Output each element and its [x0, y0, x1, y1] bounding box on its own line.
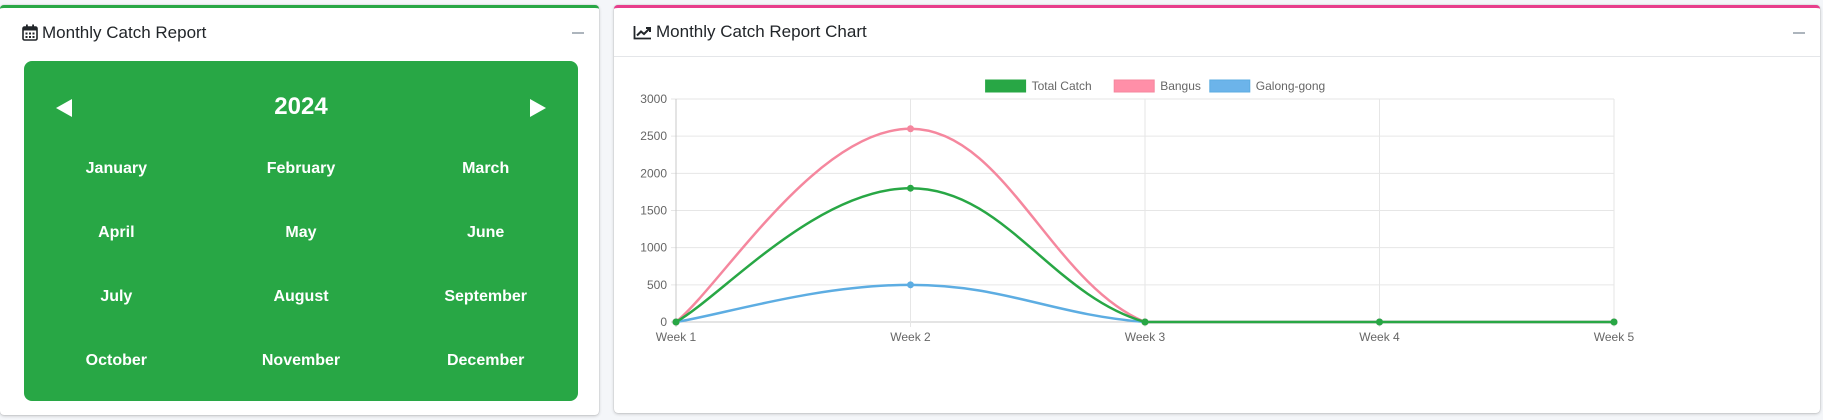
minus-icon [1793, 32, 1805, 34]
data-point[interactable] [1141, 318, 1149, 326]
calendar-card: Monthly Catch Report 2024 January Februa… [0, 5, 599, 415]
data-point[interactable] [907, 125, 914, 133]
legend-label[interactable]: Galong-gong [1256, 79, 1325, 93]
x-axis: Week 1 Week 2 Week 3 Week 4 Week 5 [656, 330, 1635, 344]
year-label: 2024 [274, 93, 328, 120]
month-picker: 2024 January February March April May Ju… [24, 61, 578, 401]
month-august[interactable]: August [273, 288, 329, 305]
y-tick-label: 500 [647, 278, 667, 292]
legend-swatch[interactable] [985, 79, 1027, 93]
y-tick-label: 2500 [640, 129, 667, 143]
y-tick-label: 1500 [640, 204, 667, 218]
month-january[interactable]: January [85, 160, 148, 177]
chart-card-title-text: Monthly Catch Report Chart [656, 22, 867, 41]
data-point[interactable] [1376, 318, 1383, 326]
chart-legend: Total Catch Bangus Galong-gong [985, 79, 1325, 93]
data-point[interactable] [907, 281, 914, 289]
next-year-button[interactable] [527, 97, 549, 119]
series-line [675, 186, 1614, 324]
chart-collapse-button[interactable] [1790, 24, 1808, 42]
y-tick-label: 0 [660, 315, 667, 329]
data-point[interactable] [672, 318, 680, 326]
x-tick-label: Week 3 [1125, 330, 1166, 344]
triangle-left-icon [56, 99, 72, 117]
triangle-right-icon [530, 99, 546, 117]
y-axis: 0 500 1000 1500 2000 2500 3000 [640, 92, 667, 329]
x-tick-label: Week 1 [656, 330, 697, 344]
month-october[interactable]: October [85, 352, 147, 369]
calendar-icon [22, 24, 38, 41]
x-tick-label: Week 5 [1594, 330, 1635, 344]
y-tick-label: 3000 [640, 92, 667, 106]
y-tick-label: 2000 [640, 166, 667, 180]
x-tick-label: Week 2 [890, 330, 931, 344]
legend-label[interactable]: Total Catch [1032, 79, 1092, 93]
month-june[interactable]: June [466, 224, 505, 241]
chart-card-title: Monthly Catch Report Chart [633, 22, 867, 42]
legend-swatch[interactable] [1209, 79, 1251, 93]
legend-label[interactable]: Bangus [1160, 79, 1201, 93]
month-february[interactable]: February [266, 160, 336, 177]
calendar-card-header: Monthly Catch Report [0, 8, 599, 57]
minus-icon [572, 32, 584, 34]
chart-series [672, 125, 1618, 326]
chart-card-header: Monthly Catch Report Chart [614, 8, 1820, 57]
calendar-collapse-button[interactable] [569, 24, 587, 42]
y-tick-label: 1000 [640, 241, 667, 255]
calendar-card-title-text: Monthly Catch Report [42, 22, 207, 42]
month-may[interactable]: May [285, 224, 317, 241]
line-chart-icon [633, 25, 652, 40]
month-december[interactable]: December [446, 352, 525, 369]
chart-card: Monthly Catch Report Chart 0 500 1000 1500 2… [614, 5, 1820, 413]
month-november[interactable]: November [261, 352, 341, 369]
data-point[interactable] [907, 184, 914, 192]
month-september[interactable]: September [444, 288, 528, 305]
month-march[interactable]: March [462, 160, 510, 177]
month-july[interactable]: July [100, 288, 133, 305]
x-tick-label: Week 4 [1359, 330, 1400, 344]
calendar-card-title: Monthly Catch Report [22, 23, 206, 43]
month-grid: January February March April May June Ju… [24, 137, 578, 393]
year-navigation: 2024 [24, 87, 578, 127]
legend-swatch[interactable] [1113, 79, 1155, 93]
month-april[interactable]: April [98, 224, 135, 241]
data-point[interactable] [1610, 318, 1618, 326]
previous-year-button[interactable] [53, 97, 75, 119]
